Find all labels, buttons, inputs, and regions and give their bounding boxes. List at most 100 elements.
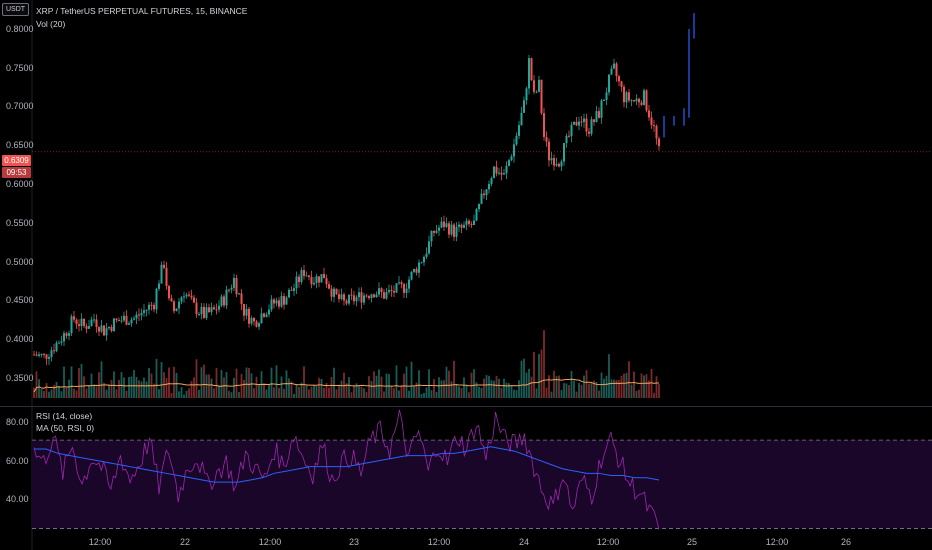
volume-bar [408,390,410,398]
candle-body [208,307,210,313]
volume-bar [58,386,60,398]
candle-body [610,68,613,75]
candle-body [53,350,55,352]
volume-bar [500,387,503,398]
volume-bar [498,378,500,398]
time-tick: 12:00 [88,537,112,547]
volume-bar [400,385,403,398]
volume-bar [80,363,83,398]
volume-bar [213,388,215,398]
candle-body [608,74,610,93]
time-tick: 12:00 [596,537,620,547]
candle-body [153,304,155,310]
candle-body [540,79,543,114]
volume-bar [83,376,85,398]
volume-bar [193,377,195,398]
volume-bar [393,388,395,398]
volume-bar [35,371,38,398]
volume-bar [648,380,650,398]
volume-bar [643,375,645,398]
volume-bar [615,379,618,398]
candle-body [605,92,608,101]
candle-body [528,58,530,89]
volume-bar [340,380,343,398]
volume-bar [633,371,635,398]
candle-body [103,325,105,336]
volume-bar [515,390,518,398]
candle-body [205,307,208,319]
candle-body [275,300,278,304]
candle-body [155,288,158,310]
volume-bar [623,373,625,398]
candle-body [373,294,375,298]
volume-bar [588,383,590,398]
candle-body [645,90,648,111]
volume-bar [168,367,170,398]
candle-body [355,297,358,302]
candle-body [658,138,660,147]
volume-bar [270,367,273,398]
bar-countdown-badge: 09:53 [2,167,31,178]
candle-body [478,203,480,210]
candle-body [558,163,560,167]
volume-bar [125,390,128,398]
volume-bar [560,389,563,398]
candle-body [333,288,335,297]
volume-bar [188,388,190,398]
candle-body [305,275,308,277]
volume-bar [318,377,320,398]
candle-body [393,291,395,293]
candle-body [388,290,390,293]
candle-body [595,111,598,123]
symbol-legend[interactable]: XRP / TetherUS PERPETUAL FUTURES, 15, BI… [36,6,248,16]
volume-bar [558,375,560,398]
candle-body [168,285,170,299]
volume-bar [248,368,250,398]
candle-body [78,324,80,327]
rsi-ma-legend[interactable]: MA (50, RSI, 0) [36,423,95,433]
volume-bar [293,393,295,398]
candle-body [105,328,108,336]
candle-body [228,289,230,291]
volume-bar [468,392,470,398]
candle-body [368,296,370,299]
volume-bar [620,375,623,398]
candle-body [575,121,578,126]
candle-body [395,283,398,293]
candle-body [65,333,68,336]
candle-body [488,183,490,190]
volume-bar [440,380,443,398]
candle-body [523,100,525,113]
candle-body [475,209,478,221]
volume-bar [348,377,350,398]
volume-bar [315,386,318,398]
volume-bar [93,384,95,398]
candle-body [180,297,183,302]
candle-body [530,58,533,81]
volume-bar [95,386,98,398]
candle-body [473,220,475,225]
volume-bar [458,386,460,398]
candle-body [203,306,205,319]
volume-bar [433,379,435,398]
rsi-legend[interactable]: RSI (14, close) [36,411,93,421]
candle-body [160,264,163,284]
rsi-tick: 60.00 [6,456,29,466]
volume-bar [325,383,328,398]
candle-body [335,288,338,295]
volume-bar [523,358,525,398]
volume-bar [138,380,140,398]
candle-body [385,292,388,299]
volume-bar [650,369,653,398]
pane-divider[interactable] [0,406,932,407]
volume-bar [43,390,45,398]
candle-body [590,119,593,134]
volume-bar [485,375,488,398]
volume-legend[interactable]: Vol (20) [36,19,66,29]
volume-bar [290,381,293,398]
candle-body [150,304,153,306]
currency-badge[interactable]: USDT [2,3,29,16]
candle-body [328,284,330,289]
candle-body [578,121,580,126]
